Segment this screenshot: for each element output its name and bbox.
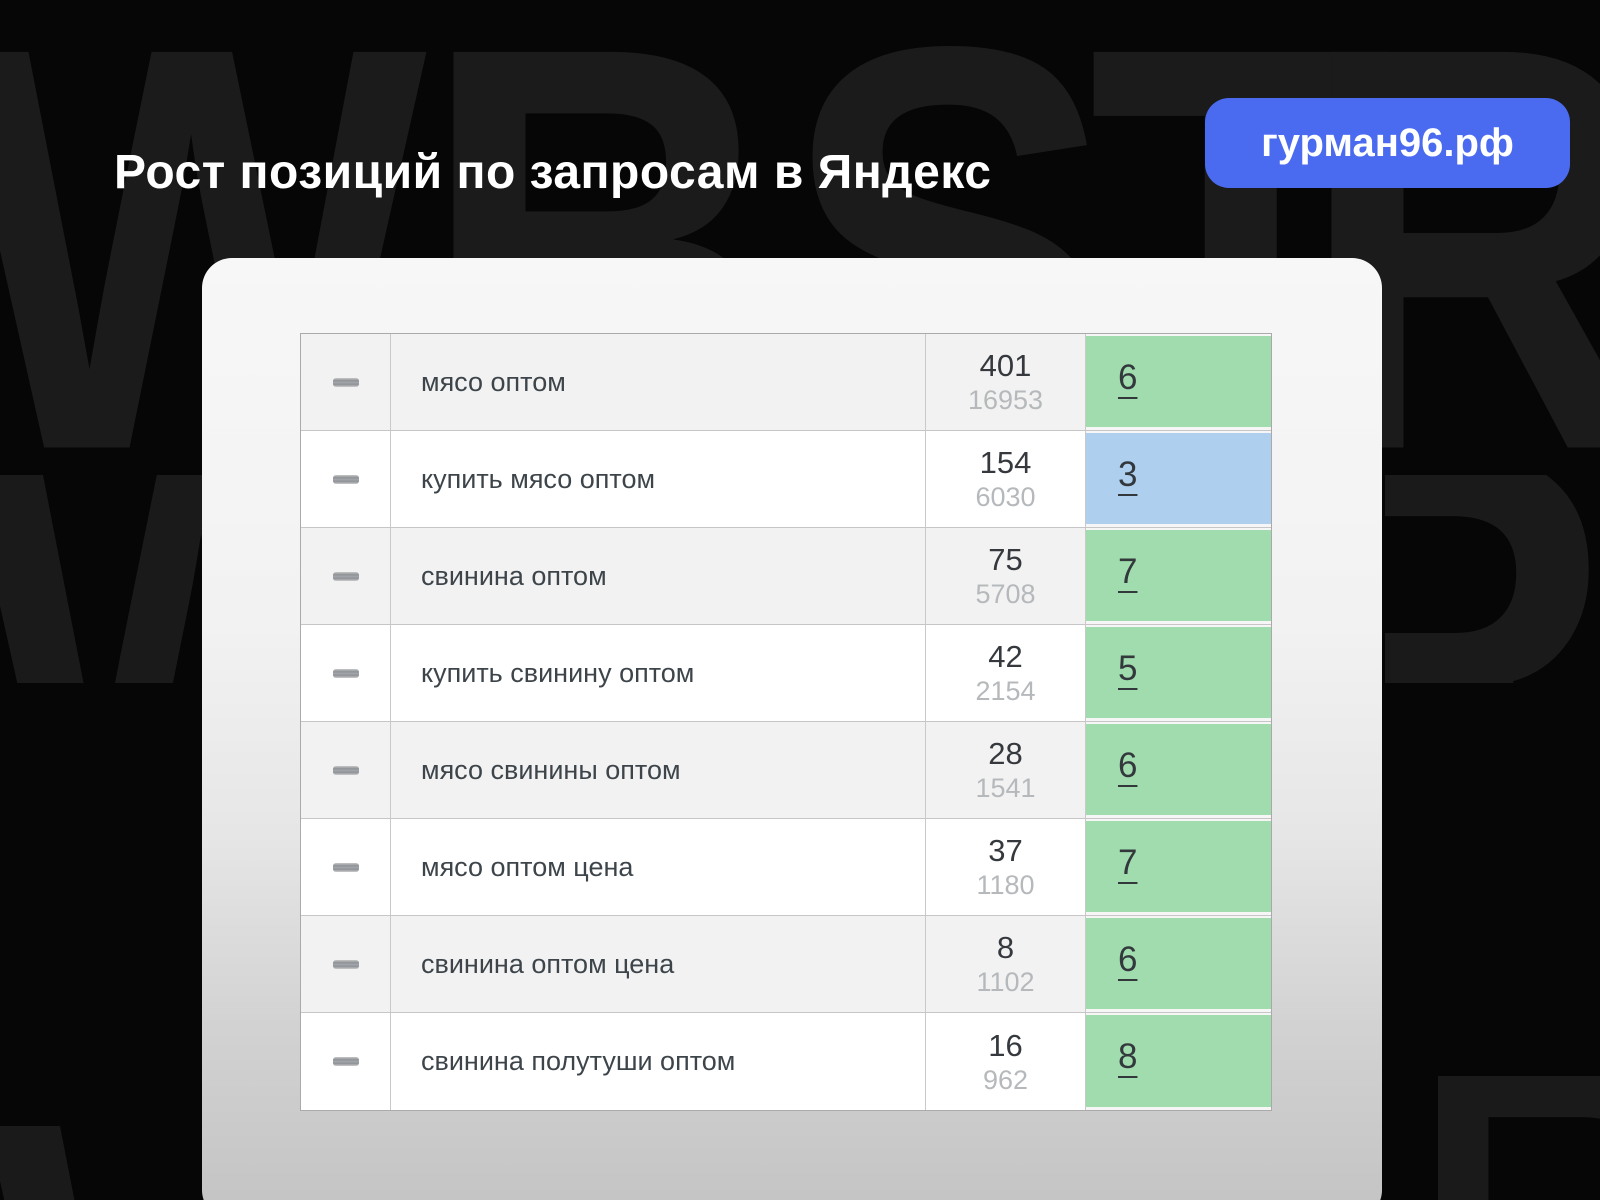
position-highlight: 6 <box>1086 918 1271 1009</box>
position-highlight: 5 <box>1086 627 1271 718</box>
row-handle-cell <box>301 1013 391 1110</box>
position-cell: 7 <box>1086 528 1271 625</box>
query-text: купить свинину оптом <box>421 657 695 688</box>
position-highlight: 8 <box>1086 1015 1271 1107</box>
frequency-subvalue: 1541 <box>975 773 1036 804</box>
query-text: купить мясо оптом <box>421 463 656 494</box>
query-text: свинина оптом цена <box>421 948 675 979</box>
frequency-cell: 8 1102 <box>926 916 1086 1013</box>
frequency-subvalue: 1102 <box>976 967 1035 998</box>
report-card: мясо оптом 401 16953 6 купить мясо оптом… <box>202 258 1382 1200</box>
minus-handle[interactable] <box>332 862 359 872</box>
row-handle-cell <box>301 722 391 819</box>
minus-handle[interactable] <box>332 571 359 581</box>
frequency-cell: 28 1541 <box>926 722 1086 819</box>
position-highlight: 6 <box>1086 724 1271 815</box>
frequency-subvalue: 1180 <box>976 870 1035 901</box>
query-text: мясо оптом цена <box>421 851 634 882</box>
row-handle-cell <box>301 334 391 431</box>
position-highlight: 6 <box>1086 336 1271 427</box>
watermark-fragment: W <box>0 475 205 683</box>
query-text: мясо свинины оптом <box>421 754 681 785</box>
frequency-cell: 42 2154 <box>926 625 1086 722</box>
position-highlight: 7 <box>1086 530 1271 621</box>
frequency-cell: 154 6030 <box>926 431 1086 528</box>
position-cell: 3 <box>1086 431 1271 528</box>
frequency-value: 28 <box>988 736 1023 772</box>
query-text: свинина полутуши оптом <box>421 1046 736 1076</box>
row-handle-cell <box>301 625 391 722</box>
row-handle-cell <box>301 528 391 625</box>
watermark-fragment: R <box>1438 1076 1600 1200</box>
query-cell: свинина оптом цена <box>391 916 926 1013</box>
query-text: свинина оптом <box>421 560 607 591</box>
position-link[interactable]: 7 <box>1118 842 1138 882</box>
query-cell: купить свинину оптом <box>391 625 926 722</box>
frequency-value: 401 <box>979 348 1032 384</box>
frequency-subvalue: 16953 <box>967 385 1044 416</box>
position-cell: 6 <box>1086 916 1271 1013</box>
query-cell: мясо свинины оптом <box>391 722 926 819</box>
position-link[interactable]: 5 <box>1118 648 1138 688</box>
position-link[interactable]: 6 <box>1118 939 1138 979</box>
site-badge: гурман96.рф <box>1205 98 1570 188</box>
position-highlight: 7 <box>1086 821 1271 912</box>
position-cell: 8 <box>1086 1013 1271 1110</box>
position-link[interactable]: 8 <box>1118 1037 1138 1076</box>
frequency-value: 75 <box>988 542 1023 578</box>
position-link[interactable]: 3 <box>1118 454 1138 494</box>
minus-handle[interactable] <box>332 765 359 775</box>
minus-handle[interactable] <box>332 959 359 969</box>
watermark-fragment: R <box>1385 475 1600 683</box>
watermark-fragment: W <box>0 1126 130 1200</box>
row-handle-cell <box>301 431 391 528</box>
frequency-cell: 75 5708 <box>926 528 1086 625</box>
frequency-value: 37 <box>988 833 1023 869</box>
position-cell: 6 <box>1086 334 1271 431</box>
frequency-value: 16 <box>988 1027 1023 1063</box>
frequency-value: 42 <box>988 639 1023 675</box>
positions-table: мясо оптом 401 16953 6 купить мясо оптом… <box>300 333 1272 1111</box>
minus-handle[interactable] <box>332 668 359 678</box>
frequency-value: 8 <box>996 930 1015 966</box>
frequency-subvalue: 2154 <box>975 676 1036 707</box>
query-cell: свинина полутуши оптом <box>391 1013 926 1110</box>
query-cell: мясо оптом <box>391 334 926 431</box>
position-cell: 5 <box>1086 625 1271 722</box>
minus-handle[interactable] <box>332 377 359 387</box>
position-link[interactable]: 6 <box>1118 357 1138 397</box>
query-text: мясо оптом <box>421 366 566 397</box>
query-cell: купить мясо оптом <box>391 431 926 528</box>
frequency-cell: 37 1180 <box>926 819 1086 916</box>
minus-handle[interactable] <box>332 1057 359 1066</box>
minus-handle[interactable] <box>332 474 359 484</box>
frequency-subvalue: 6030 <box>975 482 1036 513</box>
position-cell: 6 <box>1086 722 1271 819</box>
frequency-value: 154 <box>979 445 1032 481</box>
row-handle-cell <box>301 916 391 1013</box>
frequency-subvalue: 962 <box>982 1064 1029 1095</box>
frequency-subvalue: 5708 <box>975 579 1036 610</box>
position-link[interactable]: 7 <box>1118 551 1138 591</box>
frequency-cell: 16 962 <box>926 1013 1086 1110</box>
query-cell: мясо оптом цена <box>391 819 926 916</box>
position-link[interactable]: 6 <box>1118 745 1138 785</box>
position-highlight: 3 <box>1086 433 1271 524</box>
position-cell: 7 <box>1086 819 1271 916</box>
frequency-cell: 401 16953 <box>926 334 1086 431</box>
page-title: Рост позиций по запросам в Яндекс <box>114 146 992 200</box>
row-handle-cell <box>301 819 391 916</box>
query-cell: свинина оптом <box>391 528 926 625</box>
